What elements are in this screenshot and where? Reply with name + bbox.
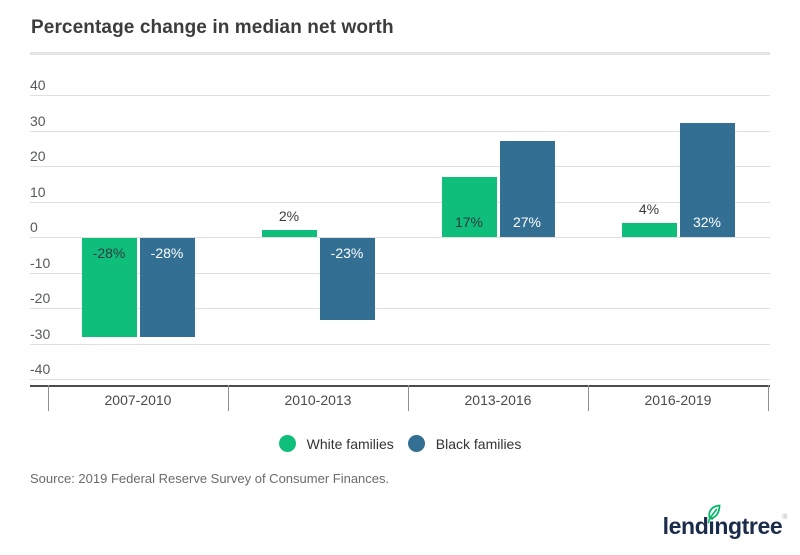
legend-label-white-families: White families (306, 435, 394, 452)
leaf-icon (704, 503, 723, 529)
logo-trademark: ® (782, 514, 787, 521)
logo-text: lendingtree (662, 513, 783, 539)
y-axis-tick-label: 0 (30, 219, 38, 235)
y-axis-tick-label: -30 (30, 325, 51, 342)
chart-legend: White families Black families (0, 435, 800, 452)
x-axis-category-label: 2013-2016 (464, 392, 532, 408)
gridline (30, 201, 770, 203)
y-axis-tick-label: 20 (30, 148, 46, 164)
bar-black-families-2007-2010 (139, 238, 195, 338)
x-axis-category-label: 2007-2010 (104, 392, 172, 408)
bar-value-label-black-families-2007-2010: -28% (150, 245, 184, 261)
gridline (30, 130, 770, 132)
bar-black-families-2013-2016 (499, 141, 555, 237)
gridline (30, 308, 770, 309)
bar-value-label-white-families-2010-2013: 2% (278, 207, 300, 224)
gridline (30, 272, 770, 274)
x-axis-category-label: 2010-2013 (284, 392, 352, 408)
bar-black-families-2016-2019 (679, 123, 735, 237)
x-axis-tick (408, 385, 409, 411)
y-axis-tick-label: -20 (30, 290, 51, 306)
bar-value-label-black-families-2016-2019: 32% (692, 214, 722, 230)
x-axis-tick (768, 385, 769, 411)
bar-white-families-2010-2013 (261, 229, 317, 237)
bar-white-families-2007-2010 (81, 238, 137, 338)
x-axis-tick (228, 385, 229, 411)
source-note: Source: 2019 Federal Reserve Survey of C… (30, 471, 390, 486)
legend-item-white-families: White families (278, 435, 394, 452)
x-axis-line (30, 385, 770, 387)
bar-value-label-white-families-2007-2010: -28% (92, 245, 126, 261)
title-divider (30, 52, 770, 55)
gridline (30, 95, 770, 96)
chart-title: Percentage change in median net worth (31, 17, 394, 38)
bar-value-label-black-families-2013-2016: 27% (512, 214, 542, 230)
legend-item-black-families: Black families (407, 435, 522, 452)
legend-swatch-black-families-icon (407, 435, 425, 452)
x-axis-category-label: 2016-2019 (644, 392, 712, 408)
y-axis-tick-label: -40 (30, 361, 51, 377)
gridline-zero (30, 237, 770, 238)
x-axis-tick (588, 385, 589, 411)
legend-swatch-white-families-icon (278, 435, 296, 452)
x-axis-tick (48, 385, 49, 411)
y-axis-tick-label: 30 (30, 112, 46, 129)
bar-value-label-white-families-2013-2016: 17% (454, 214, 484, 230)
bar-white-families-2016-2019 (621, 222, 677, 237)
gridline (30, 166, 770, 167)
bar-value-label-white-families-2016-2019: 4% (638, 200, 660, 217)
bar-black-families-2010-2013 (319, 238, 375, 320)
legend-label-black-families: Black families (435, 435, 522, 452)
y-axis-tick-label: 40 (30, 77, 46, 93)
gridline (30, 379, 770, 380)
y-axis-tick-label: -10 (30, 254, 51, 271)
y-axis-tick-label: 10 (30, 183, 46, 200)
lendingtree-logo: lendingtree® (662, 504, 787, 539)
gridline (30, 343, 770, 345)
bar-value-label-black-families-2010-2013: -23% (330, 245, 364, 261)
bar-white-families-2013-2016 (441, 176, 497, 237)
